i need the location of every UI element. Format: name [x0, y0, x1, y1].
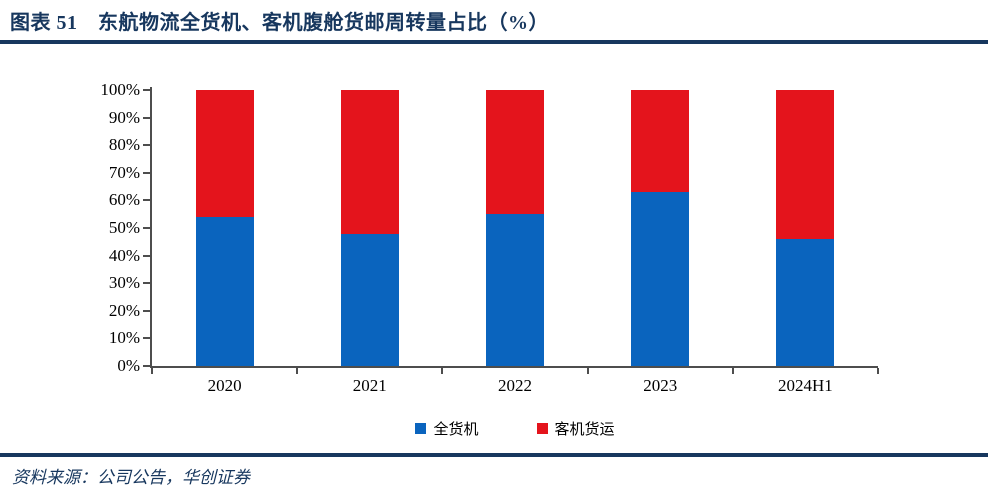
bar-segment-2024H1-series-1: [776, 90, 835, 240]
title-divider-line: [0, 40, 988, 44]
y-axis-line: [150, 87, 152, 368]
x-axis-tick: [586, 368, 589, 374]
y-axis-tick: [143, 171, 150, 174]
y-axis-tick-label: 20%: [108, 300, 140, 320]
y-axis-tick: [143, 282, 150, 285]
y-axis-tick: [143, 365, 150, 367]
y-axis-tick: [143, 144, 150, 147]
x-axis-tick: [441, 368, 444, 374]
bar-segment-2024H1-series-0: [776, 239, 835, 366]
y-axis-tick: [143, 199, 150, 202]
x-axis-category-label: 2022: [498, 376, 532, 395]
y-axis-tick-label: 40%: [108, 245, 140, 265]
x-axis-tick: [151, 368, 153, 374]
legend-item-0: 全货机: [415, 418, 479, 439]
figure-title: 图表 51 东航物流全货机、客机腹舱货邮周转量占比（%）: [10, 12, 549, 34]
y-axis-tick-label: 80%: [108, 135, 140, 155]
y-axis-tick-label: 30%: [108, 273, 140, 293]
x-axis-category-label: 2021: [352, 376, 387, 395]
bar-segment-2021-series-1: [340, 90, 399, 234]
bar-segment-2022-series-1: [486, 90, 544, 215]
chart-legend: 全货机 客机货运: [152, 418, 878, 439]
legend-swatch-icon: [415, 423, 427, 434]
x-axis-tick: [731, 368, 734, 374]
y-axis-tick: [143, 254, 150, 257]
y-axis-tick-label: 90%: [108, 107, 140, 127]
legend-item-label: 客机货运: [554, 422, 615, 438]
source-note: 资料来源：公司公告，华创证券: [12, 468, 250, 487]
x-axis-line: [150, 366, 878, 368]
x-axis-category-label: 2024H1: [778, 376, 833, 395]
bar-segment-2022-series-0: [486, 214, 544, 366]
y-axis-tick: [143, 337, 150, 340]
legend-item-label: 全货机: [433, 422, 479, 438]
y-axis-tick-label: 10%: [108, 328, 140, 348]
x-axis-tick: [296, 368, 299, 374]
bar-segment-2020-series-0: [195, 216, 254, 366]
y-axis-tick: [143, 116, 150, 119]
bar-segment-2021-series-0: [340, 233, 399, 366]
legend-swatch-icon: [536, 423, 548, 434]
bar-segment-2023-series-1: [631, 90, 690, 193]
x-axis-tick: [877, 368, 879, 374]
y-axis-tick-label: 0%: [117, 356, 140, 375]
y-axis-tick-label: 100%: [100, 80, 140, 99]
y-axis-tick: [143, 309, 150, 312]
bar-segment-2020-series-1: [195, 90, 254, 217]
x-axis-category-label: 2023: [643, 376, 678, 395]
x-axis-category-label: 2020: [207, 376, 242, 395]
y-axis-tick: [143, 227, 150, 229]
footer-divider-line: [0, 453, 988, 457]
y-axis-tick: [143, 89, 150, 91]
stacked-bar-chart-plot-area: 0% 10% 20% 30% 40% 50% 60% 70% 80% 90% 100% 2020 202…: [100, 80, 879, 395]
y-axis-tick-label: 70%: [108, 162, 140, 182]
y-axis-tick-label: 60%: [108, 190, 140, 210]
y-axis-tick-label: 50%: [108, 218, 140, 237]
bar-segment-2023-series-0: [631, 192, 690, 366]
legend-item-1: 客机货运: [536, 418, 615, 439]
